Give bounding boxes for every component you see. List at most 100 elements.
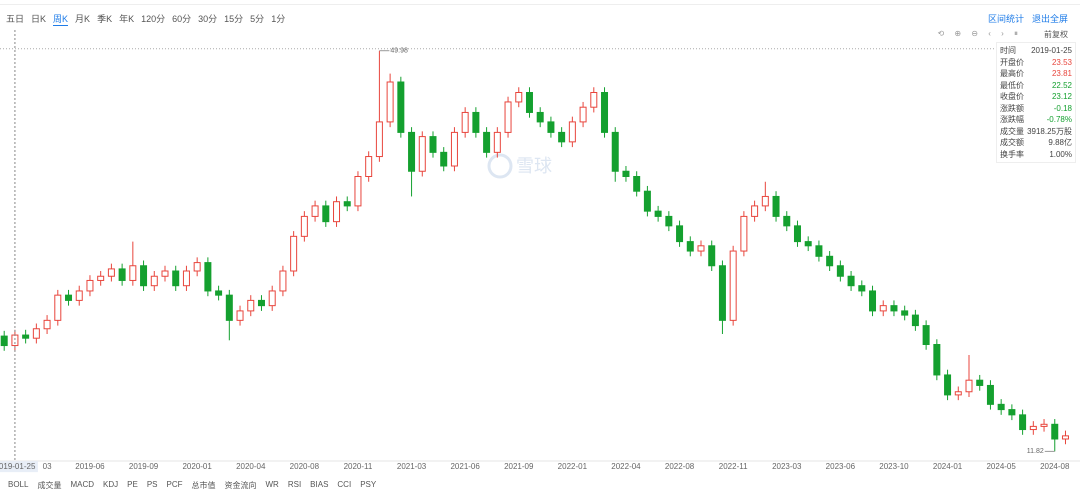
candle-body xyxy=(65,294,73,301)
period-tab[interactable]: 年K xyxy=(119,14,135,24)
candle-body xyxy=(483,131,491,153)
indicator-tab[interactable]: KDJ xyxy=(103,480,119,489)
indicator-tab[interactable]: CCI xyxy=(337,480,352,489)
period-tab[interactable]: 季K xyxy=(97,14,113,24)
indicator-tab[interactable]: MACD xyxy=(70,480,95,489)
candle-body xyxy=(461,111,469,133)
candle-body xyxy=(343,201,351,207)
tooltip-row: 成交量 3918.25万股 xyxy=(1000,126,1072,138)
candle-body xyxy=(933,344,941,376)
tooltip-row: 成交额 9.88亿 xyxy=(1000,137,1072,149)
tooltip-row: 换手率 1.00% xyxy=(1000,149,1072,161)
period-tab[interactable]: 五日 xyxy=(6,14,25,24)
candle-body xyxy=(686,241,694,252)
candle-body xyxy=(1061,435,1069,440)
candle-body xyxy=(150,275,158,287)
candle-body xyxy=(279,270,287,292)
candle-body xyxy=(718,265,726,321)
x-tick-label: 2021-06 xyxy=(450,462,480,471)
candle-body xyxy=(204,262,212,292)
candle-body xyxy=(182,270,190,287)
candle-body xyxy=(922,325,930,346)
adjust-mode[interactable]: 前复权 xyxy=(1044,30,1068,39)
candle-body xyxy=(847,275,855,287)
candle-body xyxy=(579,106,587,123)
period-tab[interactable]: 月K xyxy=(75,14,91,24)
candle-body xyxy=(129,265,137,281)
toolbar-button[interactable]: 区间统计 xyxy=(987,14,1024,24)
candle-body xyxy=(225,294,233,321)
candle-body xyxy=(0,335,8,347)
indicator-tab[interactable]: 总市值 xyxy=(191,481,216,490)
tooltip-value: 23.53 xyxy=(1051,57,1072,67)
x-tick-label: 2024-08 xyxy=(1040,462,1070,471)
candle-body xyxy=(418,136,426,172)
candle-body xyxy=(493,131,501,153)
period-tab[interactable]: 30分 xyxy=(198,14,218,24)
indicator-tab[interactable]: PCF xyxy=(166,480,183,489)
candle-body xyxy=(826,255,834,267)
tooltip-value: -0.18 xyxy=(1053,103,1072,113)
candle-body xyxy=(676,225,684,243)
tooltip-label: 涨跌幅 xyxy=(1000,115,1024,124)
candle-body xyxy=(172,270,180,287)
candle-body xyxy=(86,279,94,292)
period-tab[interactable]: 15分 xyxy=(224,14,244,24)
candle-body xyxy=(729,250,737,321)
period-tab[interactable]: 日K xyxy=(31,14,47,24)
tooltip-value: 23.12 xyxy=(1051,92,1072,101)
candle-body xyxy=(450,131,458,167)
candle-body xyxy=(107,268,115,277)
candle-body xyxy=(976,379,984,386)
candle-body xyxy=(472,111,480,133)
candle-body xyxy=(944,374,952,396)
candle-body xyxy=(665,215,673,227)
candle-body xyxy=(300,215,308,237)
chart-icons[interactable]: ⟲ ⊕ ⊖ ‹ › ⏸ xyxy=(937,29,1022,38)
candle-body xyxy=(558,131,566,143)
indicator-tab[interactable]: 成交量 xyxy=(37,481,62,490)
period-tab[interactable]: 60分 xyxy=(172,14,192,24)
x-tick-label: 2020-11 xyxy=(344,462,373,471)
x-tick-label: 2024-01 xyxy=(933,462,963,471)
candle-body xyxy=(215,290,223,296)
tooltip-value: 1.00% xyxy=(1049,149,1072,159)
x-tick-label: 2019-09 xyxy=(129,462,159,471)
candle-body xyxy=(54,294,62,321)
indicator-tab[interactable]: PSY xyxy=(360,480,377,489)
indicator-tab[interactable]: BOLL xyxy=(8,480,29,489)
indicator-tab[interactable]: BIAS xyxy=(310,480,329,489)
indicator-tab[interactable]: 资金流向 xyxy=(224,481,257,490)
candle-body xyxy=(386,81,394,123)
period-tab[interactable]: 120分 xyxy=(141,14,166,24)
candle-body xyxy=(333,201,341,223)
tooltip-row: 开盘价 23.53 xyxy=(1000,57,1072,69)
tooltip-label: 最高价 xyxy=(1000,69,1024,78)
x-tick-label: 2019-06 xyxy=(75,462,105,471)
period-tab[interactable]: 周K xyxy=(53,14,69,26)
tooltip-label: 成交额 xyxy=(1000,138,1024,147)
candle-body xyxy=(32,328,40,339)
candle-body xyxy=(1008,409,1016,416)
candle-body xyxy=(772,195,780,217)
candle-body xyxy=(815,245,823,257)
x-tick-label: 2022-08 xyxy=(665,462,695,471)
toolbar-button[interactable]: 退出全屏 xyxy=(1031,14,1068,24)
indicator-tab[interactable]: PE xyxy=(127,480,138,489)
candle-body xyxy=(804,241,812,247)
candle-body xyxy=(697,245,705,252)
candle-body xyxy=(901,310,909,316)
candle-body xyxy=(525,92,533,113)
period-tab[interactable]: 5分 xyxy=(250,14,265,24)
tooltip-label: 开盘价 xyxy=(1000,57,1024,67)
indicator-tab[interactable]: RSI xyxy=(287,480,302,489)
x-tick-label: 2022-01 xyxy=(558,462,588,471)
indicator-tab[interactable]: WR xyxy=(265,480,279,489)
candle-body xyxy=(858,285,866,292)
candle-body xyxy=(611,131,619,172)
period-tab[interactable]: 1分 xyxy=(271,14,286,24)
indicator-tab[interactable]: PS xyxy=(146,480,158,489)
candle-body xyxy=(568,121,576,143)
x-tick-label: 2020-08 xyxy=(290,462,320,471)
